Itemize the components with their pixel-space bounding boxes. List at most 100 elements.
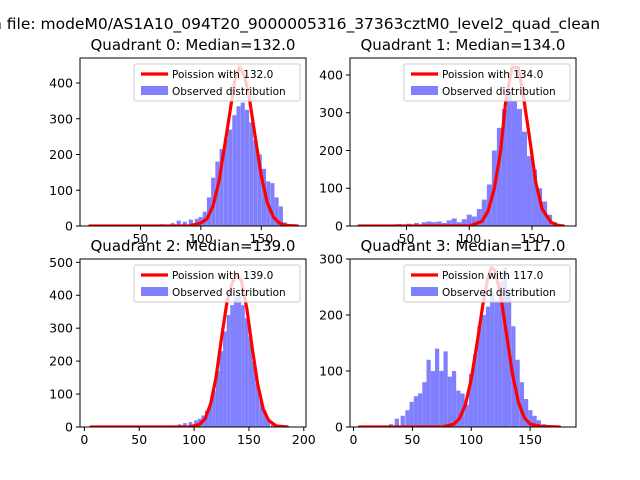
- x-tick-label: 150: [237, 432, 261, 447]
- hist-bar: [527, 156, 533, 226]
- hist-bar: [418, 393, 423, 427]
- hist-bar: [464, 404, 469, 427]
- hist-bar: [481, 199, 487, 226]
- x-tick-label: 100: [189, 231, 213, 246]
- hist-bar: [223, 331, 227, 427]
- hist-bar: [257, 154, 262, 226]
- legend-label: Poission with 134.0: [442, 69, 543, 81]
- hist-bar: [422, 382, 427, 427]
- figure-suptitle: n file: modeM0/AS1A10_094T20_9000005316_…: [0, 15, 640, 37]
- hist-bar: [431, 222, 437, 226]
- x-tick-label: 50: [404, 432, 420, 447]
- hist-bar: [522, 131, 528, 226]
- x-tick-label: 50: [131, 432, 147, 447]
- y-tick-label: 0: [335, 420, 343, 435]
- legend: Poission with 117.0 Observed distribution: [403, 264, 571, 303]
- y-tick-label: 400: [49, 76, 73, 91]
- hist-bar: [212, 390, 216, 427]
- hist-bar: [248, 336, 253, 427]
- hist-bar: [270, 183, 275, 226]
- legend-label: Observed distribution: [442, 287, 556, 299]
- y-tick-label: 500: [49, 255, 73, 270]
- subplot-1: 50 100 150 0 100 200 300 400 Quadrant 1: Median=…: [319, 36, 577, 246]
- hist-bar: [426, 359, 431, 427]
- hist-bar: [456, 390, 461, 427]
- hist-bar: [259, 399, 263, 427]
- hist-bar: [255, 384, 260, 427]
- hist-bar: [532, 415, 537, 427]
- x-tick-label: 50: [132, 231, 148, 246]
- hist-bar: [233, 296, 238, 427]
- y-tick-label: 300: [49, 111, 73, 126]
- hist-bar: [446, 220, 452, 226]
- subplot-2: 0 50 100 150 200 0 100 200 300 400 500 Quadrant 2: …: [49, 237, 316, 447]
- hist-bar: [219, 351, 224, 427]
- hist-bar: [443, 351, 448, 427]
- legend-label: Poission with 117.0: [442, 270, 543, 282]
- legend-patch-swatch: [411, 287, 438, 296]
- subplot-title: Quadrant 0: Median=132.0: [91, 36, 296, 54]
- hist-bar: [253, 140, 258, 226]
- hist-bar: [182, 221, 187, 226]
- x-tick-label: 100: [459, 432, 483, 447]
- hist-bar: [266, 420, 271, 427]
- hist-bar: [226, 315, 231, 427]
- hist-bar: [436, 221, 442, 226]
- hist-bar: [188, 422, 193, 427]
- hist-bar: [461, 219, 467, 226]
- y-tick-label: 300: [319, 252, 343, 267]
- y-tick-label: 300: [49, 321, 73, 336]
- hist-bar: [473, 354, 478, 427]
- hist-bar: [244, 318, 249, 427]
- y-tick-label: 200: [319, 143, 343, 158]
- hist-bar: [494, 301, 499, 427]
- legend-patch-swatch: [411, 86, 438, 95]
- hist-bar: [237, 295, 242, 427]
- legend-label: Poission with 139.0: [172, 270, 273, 282]
- hist-bar: [223, 138, 228, 226]
- hist-bar: [439, 371, 444, 427]
- x-tick-label: 50: [399, 231, 415, 246]
- hist-bar: [278, 206, 283, 226]
- y-tick-label: 100: [49, 183, 73, 198]
- legend: Poission with 139.0 Observed distribution: [133, 264, 301, 303]
- hist-bar: [501, 108, 507, 226]
- subplot-0: 50 100 150 0 100 200 300 400 Quadrant 0: Median=…: [49, 36, 307, 246]
- hist-bar: [481, 315, 486, 427]
- hist-bar: [516, 108, 523, 226]
- hist-bar: [485, 306, 491, 427]
- legend-label: Observed distribution: [442, 86, 556, 98]
- plot-area: [357, 65, 566, 226]
- hist-bar: [413, 396, 419, 427]
- hist-bar: [228, 129, 233, 226]
- hist-bar: [471, 216, 477, 226]
- hist-bar: [519, 382, 524, 427]
- hist-bar: [502, 267, 508, 427]
- hist-bar: [249, 122, 254, 226]
- hist-bar: [426, 221, 432, 226]
- hist-bar: [466, 214, 472, 226]
- y-tick-label: 300: [319, 105, 343, 120]
- plot-area: [89, 273, 289, 427]
- legend-box: [403, 63, 571, 102]
- legend-patch-swatch: [141, 86, 168, 95]
- legend: Poission with 132.0 Observed distribution: [133, 63, 301, 102]
- hist-bar: [511, 101, 517, 226]
- hist-bar: [498, 281, 503, 427]
- hist-bar: [490, 292, 495, 427]
- legend-patch-swatch: [141, 287, 168, 296]
- y-tick-label: 100: [319, 364, 343, 379]
- axes-frame: [349, 258, 577, 428]
- hist-bar: [421, 222, 427, 226]
- y-tick-label: 0: [335, 219, 343, 234]
- hist-bar: [409, 401, 414, 427]
- hist-bar: [244, 109, 250, 226]
- y-tick-label: 200: [49, 354, 73, 369]
- hist-bar: [528, 410, 533, 427]
- hist-bar: [274, 197, 279, 226]
- x-tick-label: 0: [350, 432, 358, 447]
- hist-bar: [447, 376, 452, 427]
- legend-label: Observed distribution: [172, 86, 286, 98]
- y-tick-label: 0: [65, 420, 73, 435]
- hist-bar: [215, 371, 220, 427]
